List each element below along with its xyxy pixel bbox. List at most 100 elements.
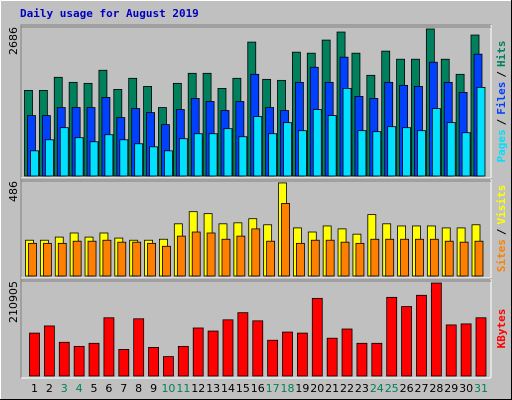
x-tick-label: 12 (191, 382, 205, 395)
x-tick-label: 4 (76, 382, 83, 395)
bar (208, 133, 218, 177)
x-tick-label: 5 (91, 382, 98, 395)
chart-title: Daily usage for August 2019 (20, 7, 199, 20)
bar (252, 320, 264, 377)
x-tick-label: 21 (325, 382, 339, 395)
bar (268, 133, 278, 177)
legend-entry: Pages (495, 129, 508, 162)
bar (401, 306, 412, 377)
x-tick-label: 13 (206, 382, 220, 395)
legend: Sites / Visits (495, 185, 508, 273)
bar (164, 150, 173, 177)
bar (297, 130, 307, 177)
bar (133, 318, 145, 377)
bar (296, 332, 308, 377)
bar (28, 242, 37, 277)
bar (253, 116, 263, 177)
x-tick-label: 26 (400, 382, 414, 395)
bar (251, 228, 261, 277)
bar (281, 203, 290, 277)
bar (370, 238, 380, 277)
bar (223, 128, 233, 177)
x-tick-label: 30 (459, 382, 473, 395)
x-tick-label: 20 (310, 382, 324, 395)
bar (327, 115, 337, 177)
legend: KBytes (495, 309, 508, 349)
bar (476, 87, 486, 177)
bar (222, 319, 234, 377)
bar (58, 341, 70, 377)
bar (88, 342, 100, 377)
bar (416, 294, 427, 377)
bar (400, 238, 409, 277)
x-tick-label: 11 (176, 382, 190, 395)
bar (191, 231, 201, 277)
bar (147, 242, 156, 277)
x-tick-label: 18 (281, 382, 295, 395)
bar (283, 122, 292, 177)
bar (326, 337, 338, 377)
x-tick-label: 25 (385, 382, 399, 395)
legend-entry: Visits (495, 185, 508, 225)
legend-separator: / (495, 228, 508, 235)
legend-separator: / (495, 118, 508, 125)
x-tick-label: 24 (370, 382, 384, 395)
bar (176, 235, 186, 277)
y-tick-label: 2686 (7, 27, 20, 55)
x-tick-label: 16 (251, 382, 265, 395)
bar (73, 345, 85, 377)
bar (342, 88, 352, 177)
bar (103, 317, 115, 377)
bar (117, 241, 127, 277)
bar (30, 150, 39, 177)
x-tick-label: 7 (120, 382, 127, 395)
bar (207, 330, 219, 377)
bar (236, 235, 246, 277)
legend-separator: / (495, 71, 508, 78)
bar (371, 342, 383, 377)
bar (372, 131, 382, 177)
x-tick-label: 17 (266, 382, 280, 395)
bar (355, 242, 365, 277)
x-tick-label: 29 (444, 382, 458, 395)
bar (311, 297, 323, 377)
bar (104, 134, 114, 177)
bar (445, 324, 457, 377)
bar (417, 130, 426, 177)
bar (178, 138, 188, 177)
bar (429, 238, 439, 277)
bar (356, 342, 368, 377)
x-tick-label: 3 (61, 382, 68, 395)
bar (475, 317, 487, 377)
bar (341, 328, 353, 377)
legend-entry: Files (495, 82, 508, 115)
x-tick-label: 31 (474, 382, 488, 395)
y-tick-label: 486 (7, 181, 20, 202)
legend-entry: Hits (495, 41, 508, 68)
x-tick-label: 9 (150, 382, 157, 395)
bar (42, 242, 52, 277)
x-tick-label: 8 (135, 382, 142, 395)
bar (237, 312, 249, 377)
bar (134, 143, 144, 177)
bar (461, 132, 471, 177)
bar (340, 241, 350, 277)
bar (295, 242, 305, 277)
bar (431, 108, 441, 177)
bar (193, 133, 203, 177)
bar (89, 141, 99, 177)
x-tick-label: 19 (295, 382, 309, 395)
bar (385, 238, 395, 277)
x-tick-label: 22 (340, 382, 354, 395)
bar (72, 240, 82, 277)
bar (446, 122, 456, 177)
bar (357, 130, 367, 177)
bar (267, 339, 279, 377)
bar (402, 127, 411, 177)
bar (132, 241, 142, 277)
bar (74, 137, 84, 177)
x-tick-label: 1 (31, 382, 38, 395)
bar (163, 356, 174, 377)
bar (430, 282, 442, 377)
bar (387, 126, 397, 177)
